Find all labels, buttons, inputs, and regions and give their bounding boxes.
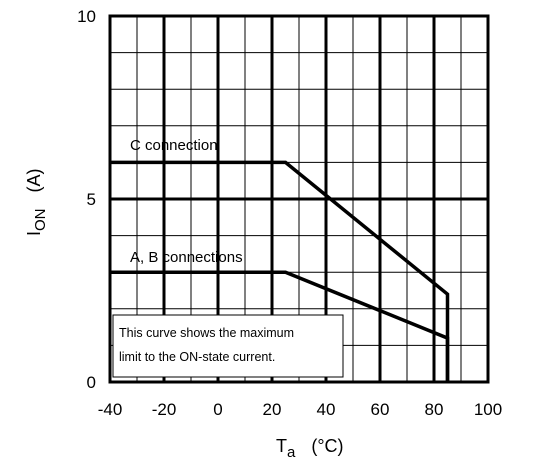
annotation-line-1: This curve shows the maximum [119, 326, 294, 340]
y-tick-label: 5 [87, 190, 96, 209]
y-axis-title-main: I [24, 231, 44, 236]
tick-labels: -40 -20 0 20 40 60 80 100 0 5 10 [77, 7, 502, 419]
y-tick-label: 0 [87, 373, 96, 392]
annotation-line-2: limit to the ON-state current. [119, 350, 275, 364]
series-labels: C connection A, B connections [130, 137, 243, 266]
annotation-rect [112, 314, 344, 378]
y-tick-label: 10 [77, 7, 96, 26]
x-tick-label: 60 [371, 400, 390, 419]
series-label-1: C connection [130, 137, 218, 154]
x-axis-title-sub: a [287, 444, 296, 461]
series-label-2: A, B connections [130, 249, 243, 266]
x-tick-label: 40 [317, 400, 336, 419]
x-axis-title-unit: (°C) [311, 436, 343, 456]
y-axis-title: ION (A) [24, 168, 49, 236]
series-line-2 [110, 270, 450, 382]
x-axis-title-main: T [276, 436, 287, 456]
x-tick-label: 20 [263, 400, 282, 419]
series-group [110, 160, 450, 382]
x-tick-label: -40 [98, 400, 123, 419]
y-axis-title-unit: (A) [24, 168, 44, 192]
annotation-box: This curve shows the maximum limit to th… [112, 314, 344, 378]
x-tick-label: 80 [425, 400, 444, 419]
x-axis-title: Ta (°C) [276, 436, 344, 461]
x-tick-label: -20 [152, 400, 177, 419]
x-tick-label: 100 [474, 400, 502, 419]
y-axis-title-sub: ON [32, 208, 49, 231]
x-tick-label: 0 [213, 400, 222, 419]
plot-frame [108, 14, 490, 384]
